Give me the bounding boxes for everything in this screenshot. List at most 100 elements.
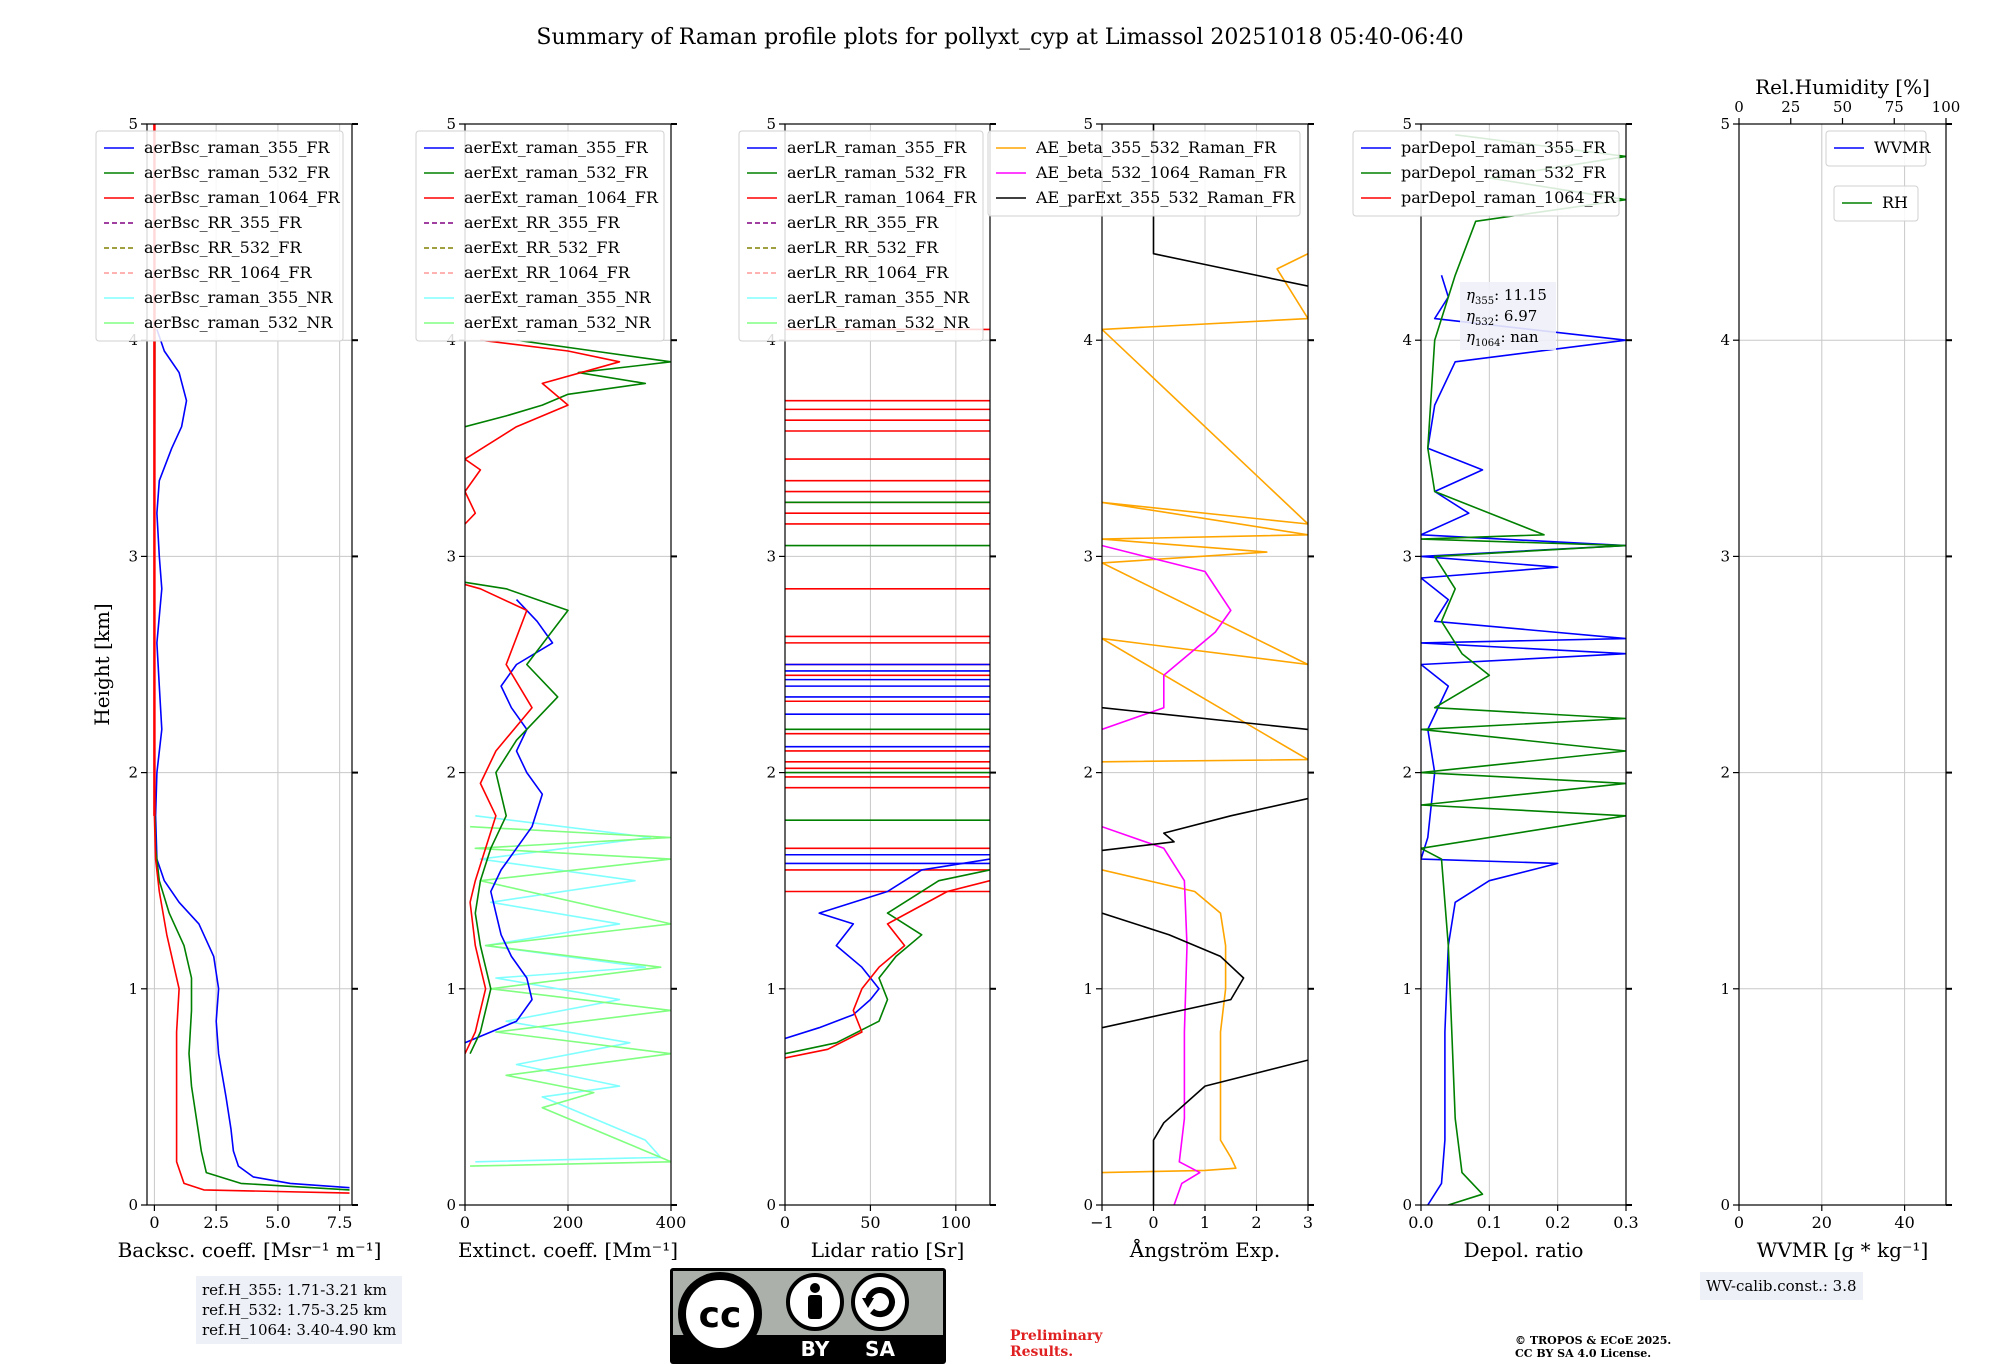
y-tick-label: 5 <box>446 115 456 133</box>
panel-bsc-legend-label: aerBsc_RR_1064_FR <box>144 263 313 282</box>
top-x-tick-label: 50 <box>1833 98 1852 116</box>
panel-ext-legend-label: aerExt_raman_532_NR <box>464 313 652 332</box>
panel-depol-legend-label: parDepol_raman_1064_FR <box>1401 188 1617 207</box>
y-tick-label: 4 <box>1402 331 1412 349</box>
preliminary-line-1: Preliminary <box>1010 1328 1103 1344</box>
cc-by-sa-badge: cc BY SA <box>670 1268 946 1364</box>
panel-depol: 0.0 0.1 0.2 0.3 0 1 2 3 4 5 Depol. ratio parDepol_r… <box>1352 115 1639 1262</box>
sa-icon-arrowhead <box>862 1298 874 1308</box>
panel-ae-legend-label: AE_beta_355_532_Raman_FR <box>1035 138 1277 157</box>
y-tick-label: 3 <box>1720 547 1730 565</box>
preliminary-results-note: Preliminary Results. <box>1010 1328 1102 1360</box>
panel-lr-legend-label: aerLR_RR_1064_FR <box>787 263 949 282</box>
eta-annotation-line: η1064: nan <box>1466 328 1539 349</box>
panel-lr: 050100012345Lidar ratio [Sr]aerLR_raman_… <box>738 115 996 1262</box>
x-tick-label: 200 <box>553 1213 584 1232</box>
panel-wv: 0 20 40 0 1 2 3 4 5 WVMR [g * kg⁻¹] 0 25 50 75 100Rel.… <box>1720 75 1960 1262</box>
panel-frame <box>1738 123 1947 1206</box>
ref-line-355: ref.H_355: 1.71-3.21 km <box>202 1281 387 1299</box>
panel-ext-legend-label: aerExt_raman_355_FR <box>464 138 649 157</box>
by-icon-head <box>810 1283 820 1293</box>
sa-icon-arrow <box>865 1287 895 1318</box>
series-line-AE_parExt_355_532_Raman_FR_mid2 <box>1102 797 1308 852</box>
series-line-AE_beta_532_1064_Raman_FR_upper <box>1102 544 1232 731</box>
panel-lr-legend-label: aerLR_RR_355_FR <box>787 213 939 232</box>
panel-frame <box>784 123 991 1206</box>
y-tick-label: 4 <box>1720 331 1730 349</box>
panel-wv-rh-legend-label: RH <box>1882 193 1908 212</box>
x-tick-label: 40 <box>1894 1213 1914 1232</box>
cc-icon-face <box>686 1280 754 1348</box>
panel-ext-series <box>465 339 671 1167</box>
y-tick-label: 2 <box>1402 764 1412 782</box>
y-tick-label: 2 <box>1083 764 1093 782</box>
y-tick-label: 3 <box>1083 547 1093 565</box>
x-axis-label: Depol. ratio <box>1464 1238 1584 1262</box>
copyright-line-2: CC BY SA 4.0 License. <box>1515 1347 1652 1360</box>
x-tick-label: 50 <box>860 1213 880 1232</box>
panel-lr-series <box>785 328 990 1059</box>
y-tick-label: 0 <box>1083 1196 1093 1214</box>
y-tick-label: 0 <box>766 1196 776 1214</box>
panel-ext: 0200400012345Extinct. coeff. [Mm⁻¹]aerEx… <box>415 115 687 1262</box>
series-line-AE_beta_532_1064_Raman_FR <box>1102 825 1201 1205</box>
x-axis-label: Backsc. coeff. [Msr⁻¹ m⁻¹] <box>118 1238 382 1262</box>
x-axis-label: Ångström Exp. <box>1129 1237 1280 1262</box>
series-line-aerExt_raman_532_NR <box>470 825 671 1167</box>
y-tick-label: 0 <box>1720 1196 1730 1214</box>
panel-bsc-legend-label: aerBsc_raman_1064_FR <box>144 188 341 207</box>
panel-lr-legend-label: aerLR_raman_532_NR <box>787 313 970 332</box>
y-tick-label: 3 <box>446 547 456 565</box>
panel-lr-legend-label: aerLR_raman_1064_FR <box>787 188 977 207</box>
panel-ae-series <box>1102 124 1308 1205</box>
panel-ext-legend-label: aerExt_RR_1064_FR <box>464 263 631 282</box>
panel-frame <box>146 123 353 1206</box>
preliminary-line-2: Results. <box>1010 1344 1074 1360</box>
x-tick-label: 0 <box>460 1213 470 1232</box>
series-line-AE_beta_355_532_Raman_FR <box>1102 869 1237 1174</box>
by-icon-body <box>808 1295 822 1319</box>
panel-ae-legend-box <box>987 130 1301 217</box>
y-tick-label: 5 <box>1402 115 1412 133</box>
series-line-aerExt_raman_355_FR <box>465 599 554 1044</box>
x-tick-label: 400 <box>656 1213 687 1232</box>
copyright-line-1: © TROPOS & ECoE 2025. <box>1515 1334 1672 1347</box>
panel-depol-series <box>1421 134 1626 1205</box>
ref-line-532: ref.H_532: 1.75-3.25 km <box>202 1301 387 1319</box>
x-tick-label: 0.1 <box>1477 1213 1502 1232</box>
series-line-aerBsc_raman_1064_FR <box>153 124 350 1194</box>
y-tick-label: 2 <box>446 764 456 782</box>
top-axis-label: Rel.Humidity [%] <box>1755 75 1930 99</box>
eta-value: : 6.97 <box>1494 307 1537 325</box>
y-tick-label: 5 <box>1720 115 1730 133</box>
y-tick-label: 2 <box>1720 764 1730 782</box>
panel-ext-legend-label: aerExt_RR_355_FR <box>464 213 621 232</box>
series-line-aerExt_raman_355_NR <box>475 815 662 1163</box>
y-tick-label: 2 <box>128 764 138 782</box>
panel-ae-legend-label: AE_beta_532_1064_Raman_FR <box>1035 163 1287 182</box>
x-tick-label: 7.5 <box>327 1213 352 1232</box>
eta-annotation-line: η355: 11.15 <box>1466 286 1547 307</box>
eta-annotation-box <box>1460 282 1556 350</box>
y-axis-label: Height [km] <box>90 603 114 725</box>
panel-bsc-legend-label: aerBsc_RR_532_FR <box>144 238 302 257</box>
x-tick-label: 2.5 <box>203 1213 228 1232</box>
y-tick-label: 1 <box>766 980 776 998</box>
x-tick-label: 0 <box>1148 1213 1158 1232</box>
x-tick-label: −1 <box>1090 1213 1114 1232</box>
top-x-tick-label: 25 <box>1781 98 1800 116</box>
eta-subscript: 355 <box>1475 296 1494 307</box>
panel-wv-rh-legend-box <box>1833 185 1919 222</box>
series-line-parDepol_raman_532_FR <box>1421 134 1626 1205</box>
series-line-AE_parExt_355_532_Raman_FR <box>1152 1059 1308 1205</box>
top-x-tick-label: 75 <box>1885 98 1904 116</box>
y-tick-label: 0 <box>128 1196 138 1214</box>
panel-bsc-legend-label: aerBsc_raman_355_NR <box>144 288 333 307</box>
series-line-AE_beta_355_532_Raman_FR_upper <box>1102 252 1308 763</box>
panel-bsc-legend-label: aerBsc_raman_355_FR <box>144 138 330 157</box>
panel-bsc-legend-label: aerBsc_RR_355_FR <box>144 213 302 232</box>
x-tick-label: 5.0 <box>265 1213 290 1232</box>
eta-value: : nan <box>1500 328 1538 346</box>
eta-subscript: 1064 <box>1475 338 1500 349</box>
